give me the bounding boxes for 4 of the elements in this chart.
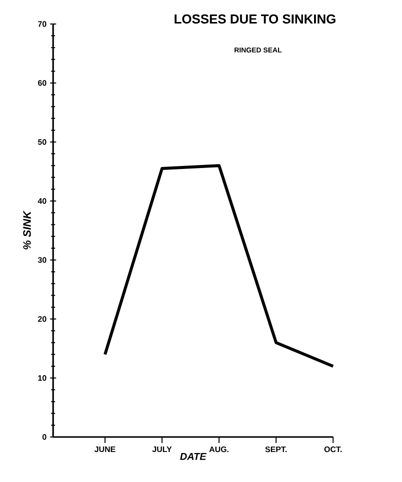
x-axis-title: DATE xyxy=(180,452,207,460)
chart-title: LOSSES DUE TO SINKING xyxy=(174,14,336,24)
line-series xyxy=(104,164,335,368)
y-axis-title: % SINK xyxy=(23,210,31,250)
